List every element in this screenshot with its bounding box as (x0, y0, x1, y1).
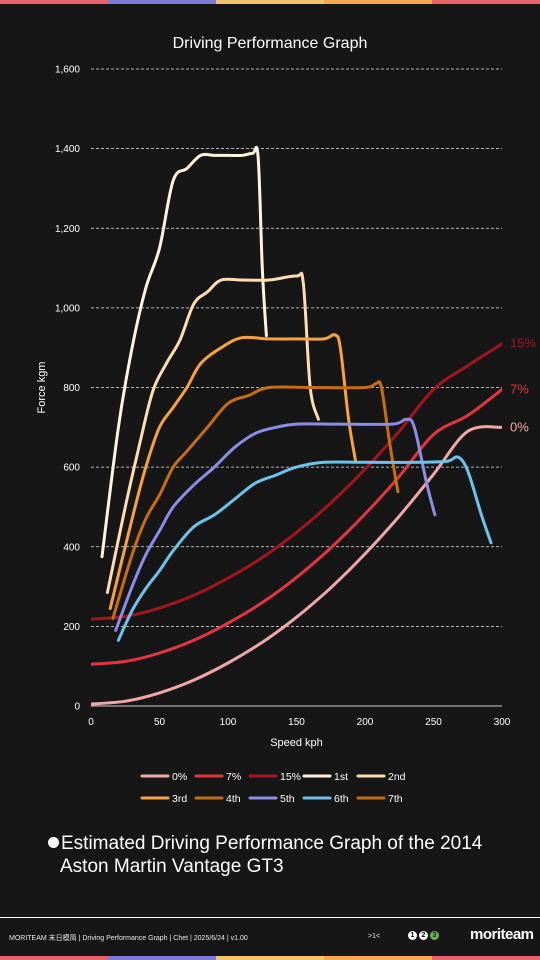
series-end-label: 7% (510, 381, 529, 396)
caption-line-1: Estimated Driving Performance Graph of t… (61, 833, 483, 854)
x-tick-label: 0 (88, 717, 94, 728)
legend-label: 5th (280, 793, 295, 805)
series-end-label: 15% (510, 336, 536, 351)
caption-line-2: Aston Martin Vantage GT3 (60, 856, 284, 877)
x-tick-label: 100 (220, 717, 237, 728)
series-line-0pct (91, 425, 502, 706)
series-line-7pct (91, 388, 502, 666)
legend-label: 3rd (172, 793, 187, 805)
x-tick-label: 200 (357, 717, 374, 728)
brand-logo: moriteam (470, 926, 534, 943)
performance-chart: Driving Performance Graph 0 200 400 600 800 1,… (36, 35, 536, 805)
legend-label: 4th (226, 793, 241, 805)
y-axis-label: Force kgm (36, 362, 48, 414)
y-tick-label: 1,200 (55, 224, 80, 235)
bottom-accent-bar (0, 956, 540, 960)
legend-label: 1st (334, 771, 348, 783)
series-line-4th (111, 380, 400, 620)
caption: Estimated Driving Performance Graph of t… (48, 832, 518, 878)
legend-label: 7th (388, 793, 403, 805)
accent-segment-1 (0, 0, 108, 4)
accent-segment-2 (108, 956, 216, 960)
accent-segment-4 (324, 0, 432, 4)
y-tick-label: 0 (74, 702, 80, 713)
y-tick-label: 400 (63, 542, 80, 553)
legend-label: 7% (226, 771, 241, 783)
series-end-label: 0% (510, 419, 529, 434)
accent-segment-5 (432, 0, 540, 4)
x-axis-label: Speed kph (270, 737, 323, 749)
series-line-2nd (105, 271, 320, 594)
page-dot-3[interactable]: 3 (430, 931, 439, 940)
series-line-6th (116, 455, 493, 642)
y-tick-label: 1,600 (55, 65, 80, 76)
page-dots: 1 2 3 (408, 931, 439, 940)
accent-segment-1 (0, 956, 108, 960)
legend-label: 6th (334, 793, 349, 805)
y-tick-label: 1,000 (55, 303, 80, 314)
y-tick-label: 600 (63, 463, 80, 474)
footer-credits: MORITEAM 末日模简 | Driving Performance Grap… (9, 935, 248, 942)
accent-segment-3 (216, 0, 324, 4)
series-line-5th (114, 417, 437, 632)
accent-segment-3 (216, 956, 324, 960)
y-tick-label: 800 (63, 383, 80, 394)
page-indicator: >1< (368, 933, 381, 940)
top-accent-bar (0, 0, 540, 4)
accent-segment-4 (324, 956, 432, 960)
legend-label: 0% (172, 771, 187, 783)
series-line-15pct (91, 342, 502, 621)
x-tick-label: 50 (154, 717, 166, 728)
legend-label: 15% (280, 771, 301, 783)
series-line-1st (100, 145, 268, 559)
accent-segment-5 (432, 956, 540, 960)
legend-label: 2nd (388, 771, 406, 783)
series-line-3rd (108, 333, 357, 610)
bullet-icon (48, 837, 59, 848)
accent-segment-2 (108, 0, 216, 4)
x-tick-label: 250 (425, 717, 442, 728)
chart-title: Driving Performance Graph (173, 35, 368, 52)
y-tick-label: 1,400 (55, 144, 80, 155)
page-dot-2[interactable]: 2 (419, 931, 428, 940)
x-tick-label: 150 (288, 717, 305, 728)
page-dot-1[interactable]: 1 (408, 931, 417, 940)
y-tick-label: 200 (63, 622, 80, 633)
footer-divider (0, 917, 540, 918)
x-tick-label: 300 (494, 717, 511, 728)
